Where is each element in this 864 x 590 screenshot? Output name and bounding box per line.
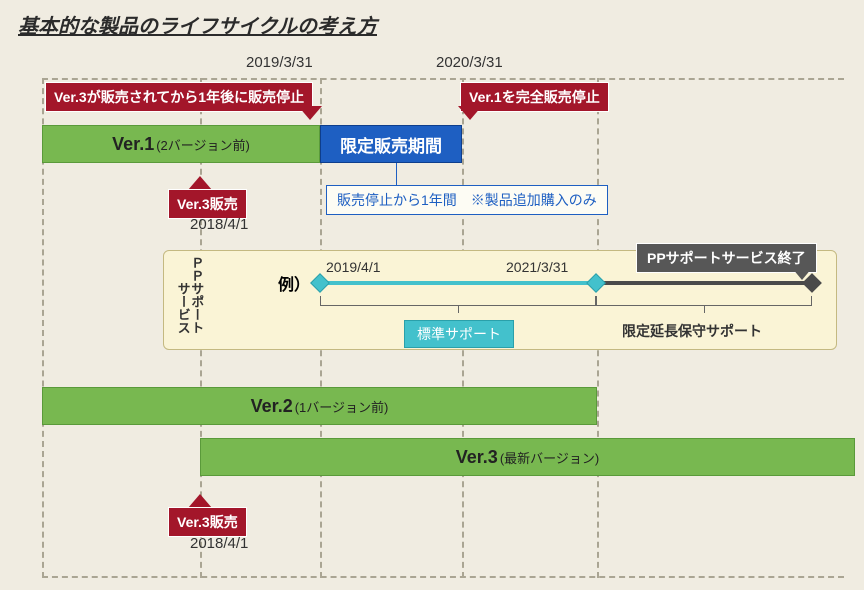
callout-tail-4	[188, 494, 212, 508]
ver3-label: Ver.3	[456, 447, 498, 468]
limited-sales-bar: 限定販売期間	[320, 125, 462, 163]
timeline-std	[320, 281, 596, 285]
callout-tail-1	[298, 106, 322, 120]
ver1-bar: Ver.1 (2バージョン前)	[42, 125, 320, 163]
date-ver3-lower: 2018/4/1	[190, 535, 248, 552]
brace-std	[320, 296, 596, 306]
ver2-label: Ver.2	[251, 396, 293, 417]
pp-support-label: サービスＰＰサポート	[176, 256, 203, 337]
svc-end-callout: PPサポートサービス終了	[636, 243, 817, 273]
ver1-sub: (2バージョン前)	[156, 135, 250, 154]
date-top-1: 2019/3/31	[246, 54, 313, 71]
support-end-date: 2021/3/31	[506, 259, 568, 275]
callout-stop-after-1yr: Ver.3が販売されてから1年後に販売停止	[45, 82, 313, 112]
pp-label-col-1: ＰＰサポート	[190, 256, 204, 334]
date-top-2: 2020/3/31	[436, 54, 503, 71]
ext-support-text: 限定延長保守サポート	[622, 321, 762, 341]
callout-full-stop: Ver.1を完全販売停止	[460, 82, 609, 112]
callout-tail-2	[458, 106, 482, 120]
brace-ext-tip	[704, 306, 705, 313]
ver1-label: Ver.1	[112, 134, 154, 155]
note-link	[396, 163, 397, 185]
std-support-tag: 標準サポート	[404, 320, 514, 348]
timeline-ext	[596, 281, 812, 285]
date-ver3-upper: 2018/4/1	[190, 216, 248, 233]
pp-label-col-2: サービス	[176, 282, 190, 334]
brace-ext	[596, 296, 812, 306]
brace-std-tip	[458, 306, 459, 313]
callout-ver3-sale-upper: Ver.3販売	[168, 189, 247, 219]
ver2-bar: Ver.2 (1バージョン前)	[42, 387, 597, 425]
diagram-canvas: 基本的な製品のライフサイクルの考え方 2019/3/31 2020/3/31 V…	[0, 0, 864, 590]
ver3-sub: (最新バージョン)	[500, 448, 599, 467]
limited-note: 販売停止から1年間 ※製品追加購入のみ	[326, 185, 608, 215]
support-start-date: 2019/4/1	[326, 259, 381, 275]
example-label: 例）	[278, 271, 310, 295]
ver2-sub: (1バージョン前)	[295, 397, 389, 416]
ver3-bar: Ver.3 (最新バージョン)	[200, 438, 855, 476]
callout-ver3-sale-lower: Ver.3販売	[168, 507, 247, 537]
page-title: 基本的な製品のライフサイクルの考え方	[18, 10, 377, 39]
callout-tail-3	[188, 176, 212, 190]
